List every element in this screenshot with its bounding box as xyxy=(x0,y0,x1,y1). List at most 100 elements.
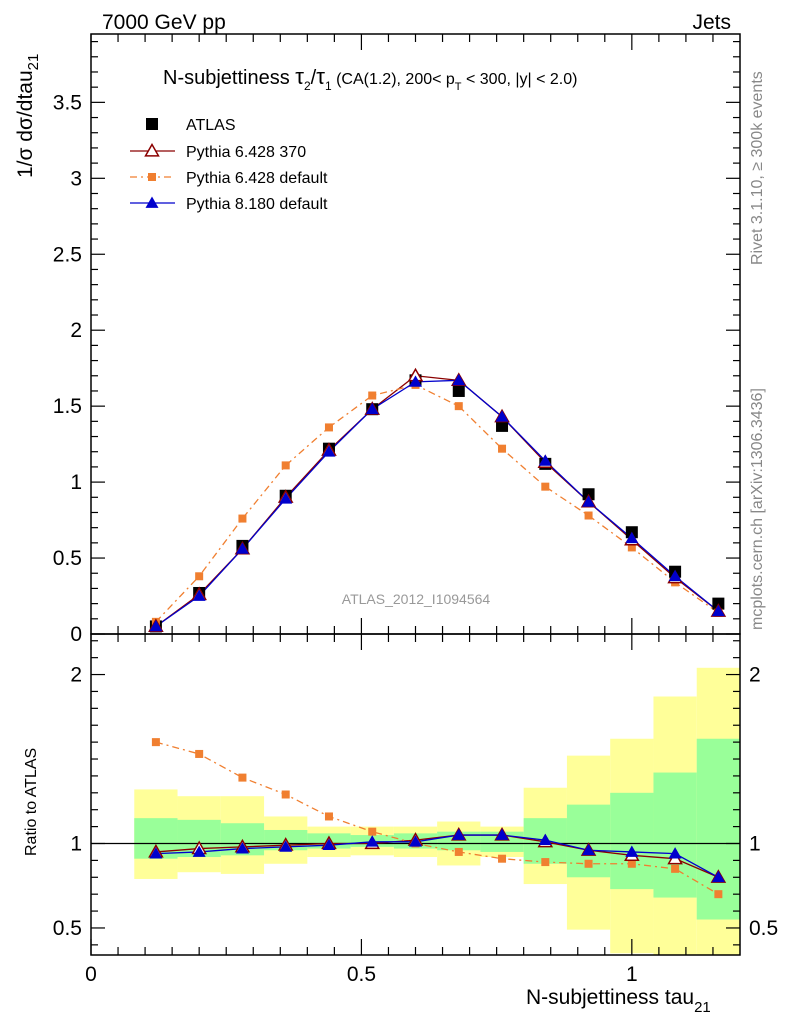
main-point-s2-4 xyxy=(324,423,333,432)
ratio-point-s3-6 xyxy=(409,835,422,847)
main-point-s2-2 xyxy=(238,514,247,523)
legend-label-2: Pythia 6.428 default xyxy=(186,170,328,187)
x-axis-title-sub: 21 xyxy=(694,999,711,1016)
xtick-label-0: 0 xyxy=(85,963,97,986)
main-point-s3-13 xyxy=(711,604,725,617)
main-y-axis-title: 1/σ dσ/dtau21 xyxy=(14,54,42,178)
ratio-uncertainty-bands xyxy=(134,667,740,955)
main-point-s2-3 xyxy=(281,461,290,470)
main-series-group xyxy=(148,367,727,633)
main-y-axis-title-text: 1/σ dσ/dtau xyxy=(14,70,37,178)
main-point-s2-10 xyxy=(584,511,593,520)
plot-title-slash: / xyxy=(311,67,317,89)
ratio-point-s2-1 xyxy=(195,749,204,758)
ratio-point-s2-13 xyxy=(714,890,723,899)
plot-title-rest2: < 300, |y| < 2.0) xyxy=(462,71,578,88)
ratio-point-s2-10 xyxy=(584,859,593,868)
ratio-ytick-label-right-0: 0.5 xyxy=(749,917,778,940)
main-line-series-1 xyxy=(155,375,719,627)
main-ytick-label-6: 3 xyxy=(70,167,82,190)
ratio-ytick-label-right-2: 2 xyxy=(749,664,761,687)
plot-title-tau1-sub: 1 xyxy=(325,79,332,93)
legend-marker-2 xyxy=(148,173,156,181)
main-point-s3-2 xyxy=(235,542,249,554)
header-right: Jets xyxy=(692,11,731,34)
ratio-y-axis-title: Ratio to ATLAS xyxy=(23,748,40,856)
main-point-s2-11 xyxy=(627,543,636,552)
main-point-s3-1 xyxy=(192,589,206,601)
ratio-point-s2-4 xyxy=(324,812,333,821)
main-point-s2-5 xyxy=(368,391,377,400)
ratio-point-s3-3 xyxy=(279,840,293,852)
legend-marker-3 xyxy=(145,196,159,208)
main-point-s2-7 xyxy=(454,402,463,411)
main-ytick-label-1: 0.5 xyxy=(53,547,82,570)
plot-title-prefix: N-subjettiness xyxy=(163,67,295,89)
plot-title-tau2-sub: 2 xyxy=(304,79,311,93)
x-ticks: 0 0.5 1 xyxy=(85,34,714,986)
ratio-point-s2-5 xyxy=(368,827,377,836)
ratio-point-s2-9 xyxy=(541,858,550,867)
main-point-s3-10 xyxy=(582,495,596,507)
ratio-point-s3-0 xyxy=(149,847,163,859)
main-ytick-label-7: 3.5 xyxy=(53,91,82,114)
main-point-s3-12 xyxy=(668,569,682,582)
header-left: 7000 GeV pp xyxy=(102,11,226,34)
ratio-line-series-3 xyxy=(155,834,719,878)
main-point-s3-7 xyxy=(452,373,466,386)
ratio-point-s3-1 xyxy=(192,845,206,857)
ratio-point-s3-12 xyxy=(668,847,682,859)
ratio-line-series-2 xyxy=(155,741,719,895)
ratio-point-s2-8 xyxy=(498,854,507,863)
main-point-s3-5 xyxy=(365,402,379,415)
main-y-ticks: 0 0.5 1 1.5 2 2.5 3 3.5 xyxy=(53,40,740,646)
main-point-s0-7 xyxy=(452,384,465,397)
legend-marker-0 xyxy=(146,118,158,130)
band-inner-12 xyxy=(653,772,697,898)
main-point-s3-3 xyxy=(279,492,293,504)
plot-title-tau1: τ xyxy=(316,64,325,89)
ratio-point-s3-2 xyxy=(235,842,249,854)
ratio-point-s2-12 xyxy=(671,864,680,873)
legend-label-3: Pythia 8.180 default xyxy=(186,196,328,213)
main-point-s2-1 xyxy=(195,572,204,581)
main-point-s3-0 xyxy=(149,619,163,632)
ratio-point-s2-2 xyxy=(238,773,247,782)
main-ytick-label-3: 1.5 xyxy=(53,395,82,418)
ratio-ytick-label-left-1: 1 xyxy=(70,832,82,855)
xtick-label-1: 0.5 xyxy=(347,963,376,986)
main-point-s3-6 xyxy=(409,375,422,387)
analysis-watermark: ATLAS_2012_I1094564 xyxy=(342,591,491,607)
rivet-label: Rivet 3.1.10, ≥ 300k events xyxy=(749,71,766,265)
ratio-y-ticks: 0.5 1 2 0.5 1 2 xyxy=(53,640,778,946)
ratio-ytick-label-left-0: 0.5 xyxy=(53,917,82,940)
mcplots-label: mcplots.cern.ch [arXiv:1306.3436] xyxy=(749,388,766,630)
band-inner-11 xyxy=(610,792,654,890)
main-point-s3-8 xyxy=(495,410,509,422)
xtick-label-2: 1 xyxy=(626,963,638,986)
plot-title-pt-sub: T xyxy=(455,81,462,93)
main-ytick-label-4: 2 xyxy=(70,319,82,342)
main-y-axis-title-sub: 21 xyxy=(25,54,42,71)
main-point-s3-4 xyxy=(322,445,336,457)
main-ytick-label-0: 0 xyxy=(70,623,82,646)
legend-label-1: Pythia 6.428 370 xyxy=(186,144,306,161)
ratio-point-s3-10 xyxy=(582,843,596,856)
x-axis-title: N-subjettiness tau21 xyxy=(526,986,711,1016)
plot-title: N-subjettiness τ2/τ1 (CA(1.2), 200< pT <… xyxy=(163,64,577,93)
main-line-series-3 xyxy=(155,379,719,627)
main-line-series-2 xyxy=(155,384,719,623)
ratio-ytick-label-left-2: 2 xyxy=(70,664,82,687)
ratio-line-series-1 xyxy=(155,834,719,878)
legend: ATLAS Pythia 6.428 370 Pythia 6.428 defaul… xyxy=(130,117,328,213)
main-ytick-label-2: 1 xyxy=(70,471,82,494)
ratio-point-s2-3 xyxy=(281,790,290,799)
plot-title-tau2: τ xyxy=(295,64,304,89)
main-ytick-label-5: 2.5 xyxy=(53,243,82,266)
ratio-series-group xyxy=(148,738,727,899)
ratio-point-s3-4 xyxy=(322,838,336,851)
main-point-s3-9 xyxy=(538,454,552,466)
ratio-point-s3-5 xyxy=(365,835,379,847)
ratio-point-s3-11 xyxy=(625,845,639,857)
